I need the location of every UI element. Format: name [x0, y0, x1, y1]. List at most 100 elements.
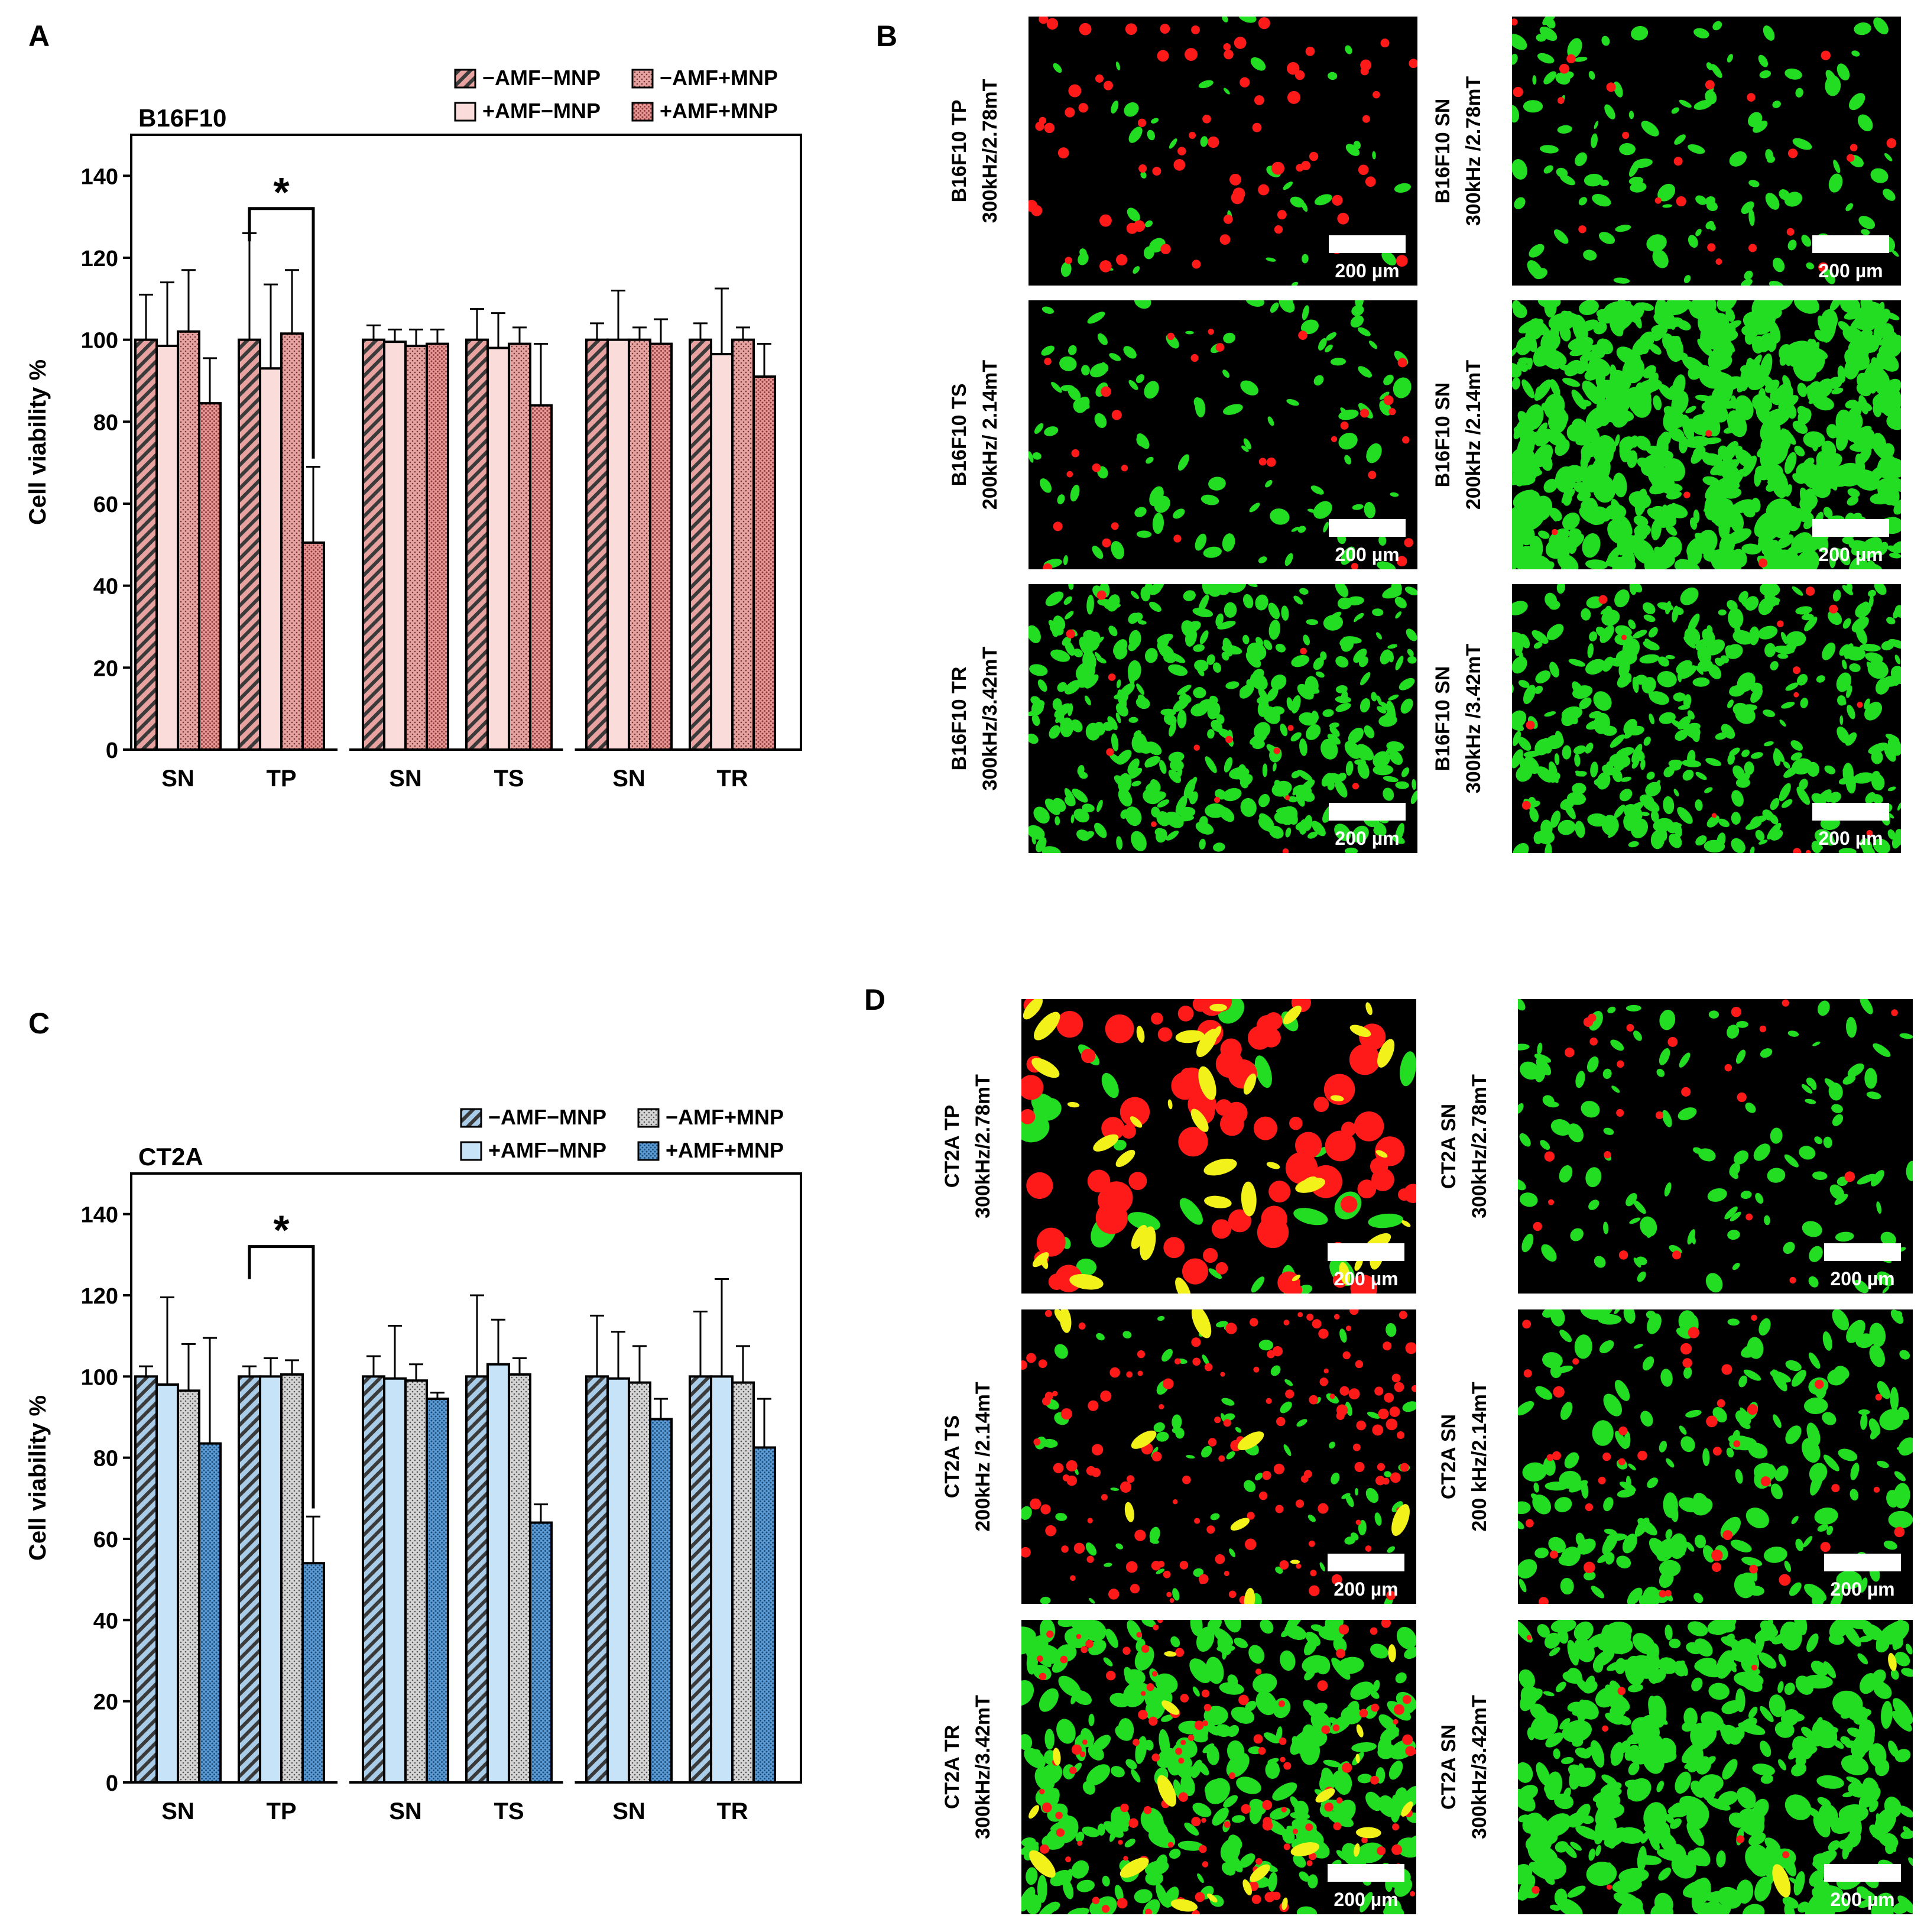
live-cell: [1530, 1703, 1547, 1720]
live-cell: [1850, 1463, 1860, 1480]
live-cell: [1725, 645, 1737, 658]
live-cell: [1786, 631, 1806, 647]
live-cell: [1657, 671, 1677, 688]
live-cell: [1372, 151, 1376, 160]
live-cell: [1833, 1581, 1842, 1603]
live-cell: [1716, 1850, 1726, 1868]
live-cell: [1656, 1737, 1667, 1753]
live-cell: [1173, 508, 1185, 519]
live-cell: [1179, 1198, 1203, 1225]
dead-cell: [1188, 1735, 1195, 1741]
dead-cell: [1046, 1630, 1054, 1638]
live-cell: [1649, 1669, 1666, 1684]
live-cell: [1512, 601, 1528, 615]
dead-cell: [1134, 1529, 1146, 1541]
dead-cell: [1521, 800, 1531, 810]
live-cell: [1273, 1698, 1291, 1719]
live-cell: [1153, 1422, 1165, 1432]
live-cell: [1664, 1182, 1672, 1197]
live-cell: [1773, 1414, 1782, 1428]
dead-cell: [1532, 1886, 1540, 1894]
x-tick-label: TP: [266, 1798, 296, 1824]
cells: [1021, 1620, 1416, 1914]
live-cell: [1555, 72, 1571, 85]
live-cell: [1801, 1726, 1815, 1739]
live-cell: [1111, 541, 1124, 560]
live-cell: [1839, 1810, 1849, 1823]
dead-cell: [1079, 1751, 1086, 1758]
dead-cell: [1394, 1704, 1405, 1715]
live-cell: [1743, 506, 1756, 518]
live-cell: [1512, 54, 1518, 65]
live-cell: [1628, 619, 1636, 630]
live-cell: [1201, 1445, 1212, 1458]
live-cell: [1783, 1241, 1795, 1254]
dead-cell: [1400, 1463, 1409, 1472]
live-cell: [1067, 1907, 1089, 1914]
micrograph-label-line1: B16F10 SN: [1432, 666, 1454, 771]
live-cell: [1815, 378, 1834, 399]
live-cell: [1584, 173, 1603, 187]
dead-cell: [1715, 258, 1722, 265]
live-cell: [1082, 803, 1095, 813]
dead-cell: [1177, 147, 1186, 155]
dead-cell: [1405, 1342, 1416, 1354]
live-cell: [1370, 1644, 1388, 1659]
overlap-cell: [1241, 1181, 1257, 1217]
dead-cell: [1349, 1309, 1359, 1315]
live-cell: [1329, 1441, 1335, 1449]
live-cell: [1833, 1693, 1857, 1714]
dead-cell: [1526, 1635, 1532, 1641]
live-cell: [1313, 657, 1324, 670]
live-cell: [1174, 769, 1183, 780]
live-cell: [1512, 656, 1527, 674]
dead-cell: [1179, 1561, 1189, 1570]
live-cell: [1706, 62, 1713, 70]
live-cell: [1561, 488, 1575, 504]
dead-cell: [1048, 1273, 1065, 1291]
dead-cell: [1310, 1570, 1317, 1577]
micrograph-label-line1: B16F10 SN: [1432, 382, 1454, 488]
dead-cell: [1758, 558, 1768, 568]
live-cell: [1395, 781, 1409, 789]
live-cell: [1073, 649, 1083, 657]
dead-cell: [1549, 1550, 1558, 1559]
live-cell: [1170, 1636, 1180, 1648]
live-cell: [1323, 1759, 1341, 1768]
live-cell: [1764, 1837, 1781, 1852]
scale-bar-label: 200 µm: [1830, 1889, 1894, 1910]
live-cell: [1327, 781, 1335, 790]
y-tick-label: 140: [81, 1203, 118, 1228]
dead-cell: [1092, 1897, 1100, 1904]
legend-swatch: [637, 1108, 660, 1128]
live-cell: [1568, 528, 1582, 539]
live-cell: [1848, 93, 1865, 111]
live-cell: [1650, 810, 1659, 822]
scale-bar: [1328, 1864, 1404, 1882]
live-cell: [1832, 547, 1848, 559]
overlap-cell: [1283, 1006, 1302, 1025]
scale-bar: [1328, 1554, 1404, 1571]
live-cell: [1887, 737, 1901, 756]
live-cell: [1042, 306, 1055, 314]
live-cell: [1350, 1532, 1359, 1541]
live-cell: [1692, 677, 1710, 687]
live-cell: [1631, 25, 1649, 41]
live-cell: [1588, 1200, 1599, 1210]
live-cell: [1060, 385, 1075, 391]
live-cell: [1678, 1107, 1697, 1120]
live-cell: [1568, 659, 1586, 667]
live-cell: [1765, 149, 1774, 162]
live-cell: [1540, 332, 1558, 355]
live-cell: [1780, 544, 1799, 568]
live-cell: [1394, 183, 1412, 193]
live-cell: [1576, 399, 1592, 407]
live-cell: [1512, 159, 1527, 180]
live-cell: [1888, 638, 1901, 650]
dead-cell: [1126, 1371, 1133, 1378]
live-cell: [1283, 1444, 1292, 1456]
live-cell: [1841, 1711, 1851, 1719]
live-cell: [1847, 705, 1855, 719]
live-cell: [1787, 1030, 1799, 1037]
live-cell: [1814, 1136, 1822, 1145]
